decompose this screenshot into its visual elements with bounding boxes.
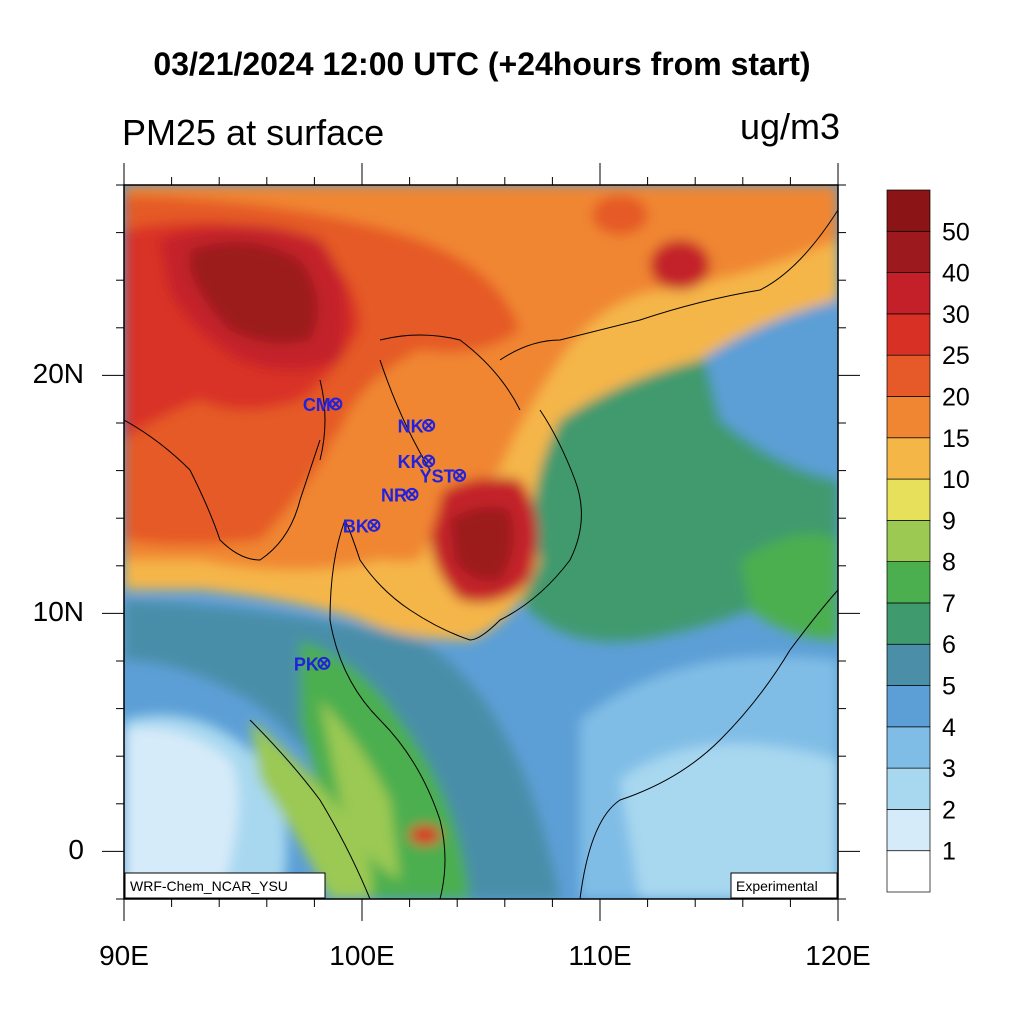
station-marker-icon <box>329 397 343 411</box>
status-label-box <box>730 872 838 899</box>
colorbar-label: 1 <box>942 838 956 866</box>
colorbar-swatch <box>886 354 931 397</box>
model-label: WRF-Chem_NCAR_YSU <box>130 878 288 894</box>
station-label: CM <box>303 395 331 415</box>
colorbar-label: 40 <box>942 260 970 288</box>
lat-label-0: 0 <box>68 834 84 865</box>
colorbar-swatch <box>886 602 931 645</box>
colorbar-swatch <box>886 230 931 273</box>
units-label: ug/m3 <box>739 106 840 147</box>
station-cross-icon <box>369 520 379 530</box>
station-yst: YST <box>420 466 467 486</box>
colorbar-label: 30 <box>942 301 970 329</box>
station-marker-icon <box>405 487 419 501</box>
station-cross-icon <box>424 420 434 430</box>
station-cross-icon <box>407 489 417 499</box>
station-label: KK <box>398 452 424 472</box>
colorbar-label: 5 <box>942 673 956 701</box>
lat-label-10n: 10N <box>32 596 84 627</box>
lon-label-120e: 120E <box>805 940 871 971</box>
colorbar-label: 4 <box>942 714 956 742</box>
lon-label-90e: 90E <box>99 940 149 971</box>
station-bk: BK <box>343 516 381 536</box>
colorbar-label: 20 <box>942 383 970 411</box>
colorbar-label: 3 <box>942 755 956 783</box>
colorbar-label: 9 <box>942 507 956 535</box>
station-label: NK <box>398 416 424 436</box>
station-marker-icon <box>422 418 436 432</box>
colorbar-swatch <box>886 313 931 356</box>
station-cross-icon <box>319 658 329 668</box>
concentration-field <box>124 185 838 899</box>
colorbar-swatch <box>886 189 931 232</box>
colorbar-label: 10 <box>942 466 970 494</box>
station-label: BK <box>343 516 369 536</box>
station-cm: CM <box>303 395 343 415</box>
coastlines <box>124 209 838 899</box>
station-marker-icon <box>367 518 381 532</box>
colorbar-swatch <box>886 767 931 810</box>
colorbar-swatch <box>886 396 931 439</box>
map-title: 03/21/2024 12:00 UTC (+24hours from star… <box>153 46 811 82</box>
colorbar-swatch <box>886 561 931 604</box>
colorbar-swatch <box>886 643 931 686</box>
colorbar-swatch <box>886 478 931 521</box>
station-cross-icon <box>424 456 434 466</box>
colorbar-label: 7 <box>942 590 956 618</box>
station-cross-icon <box>331 399 341 409</box>
station-nk: NK <box>398 416 436 436</box>
station-label: PK <box>294 654 319 674</box>
lon-label-110e: 110E <box>568 940 632 971</box>
map-frame <box>123 184 839 900</box>
field-label: PM25 at surface <box>122 112 385 153</box>
colorbar-label: 8 <box>942 549 956 577</box>
colorbar-swatch <box>886 726 931 769</box>
colorbar-swatch <box>886 850 931 893</box>
lon-label-100e: 100E <box>329 940 395 971</box>
axis-ticks <box>102 163 860 921</box>
colorbar-label: 2 <box>942 796 956 824</box>
model-label-box <box>124 872 326 899</box>
colorbar-swatch <box>886 685 931 728</box>
status-label: Experimental <box>736 878 818 894</box>
station-kk: KK <box>398 452 436 472</box>
station-marker-icon <box>422 454 436 468</box>
colorbar-label: 6 <box>942 631 956 659</box>
colorbar-swatch <box>886 520 931 562</box>
station-pk: PK <box>294 654 331 674</box>
colorbar-swatch <box>886 272 931 315</box>
lat-label-20n: 20N <box>32 358 84 389</box>
station-marker-icon <box>317 656 331 670</box>
colorbar-label: 50 <box>942 218 970 246</box>
colorbar-swatch <box>886 809 931 852</box>
station-label: YST <box>420 466 455 486</box>
station-nr: NR <box>381 485 419 505</box>
colorbar: 1 2 3 4 5 6 7 8 9 10 15 20 25 30 40 50 <box>886 189 970 893</box>
colorbar-label: 15 <box>942 425 970 453</box>
colorbar-label: 25 <box>942 342 970 370</box>
station-marker-icon <box>453 468 467 482</box>
station-cross-icon <box>455 470 465 480</box>
colorbar-swatch <box>886 437 931 480</box>
station-label: NR <box>381 485 407 505</box>
